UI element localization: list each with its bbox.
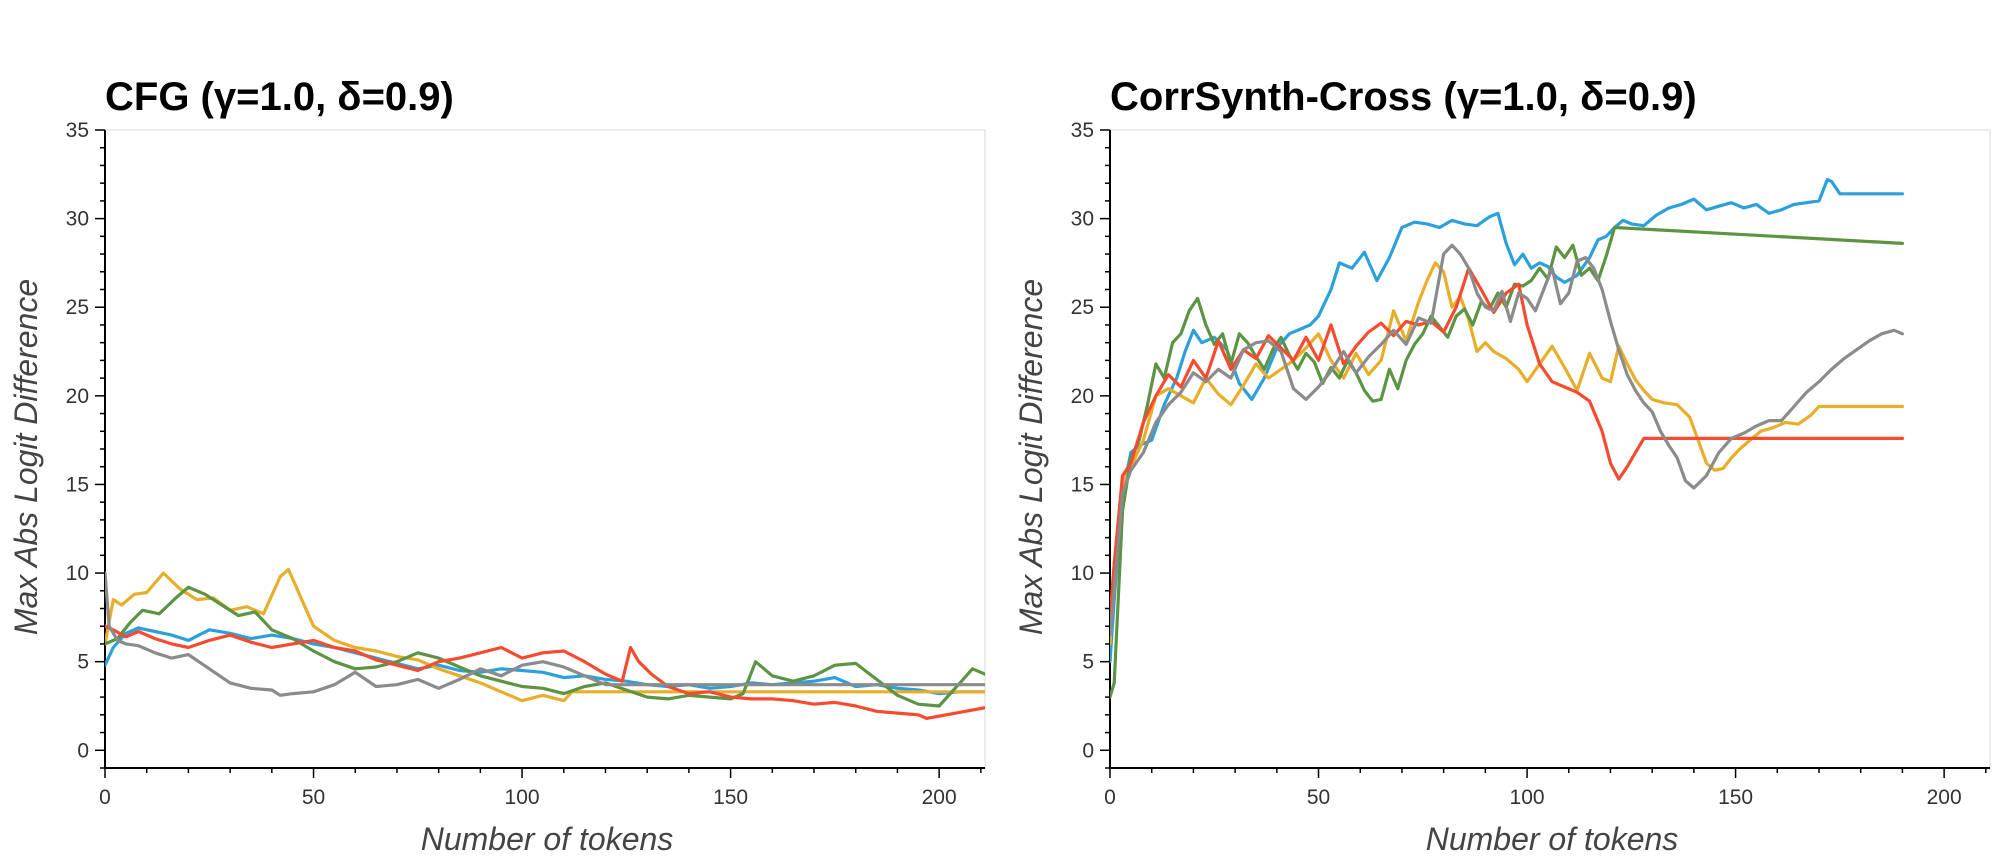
y-tick-label: 25 (66, 296, 89, 319)
y-axis-label: Max Abs Logit Difference (8, 279, 44, 635)
series-line-red (1110, 266, 1905, 620)
y-tick-label: 15 (1071, 473, 1094, 496)
y-tick-label: 30 (1071, 208, 1094, 231)
series-group (1110, 178, 1905, 699)
x-tick-label: 50 (1307, 786, 1330, 809)
x-tick-label: 0 (1104, 786, 1116, 809)
series-line-green (105, 585, 985, 708)
y-tick-label: 10 (1071, 562, 1094, 585)
chart-title: CorrSynth-Cross (γ=1.0, δ=0.9) (1110, 75, 1697, 119)
series-line-orange (1110, 261, 1905, 646)
x-tick-label: 50 (302, 786, 325, 809)
series-line-red (105, 624, 985, 721)
plot-frame (1109, 129, 1991, 769)
x-axis-label: Number of tokens (421, 821, 674, 857)
y-tick-label: 5 (77, 651, 89, 674)
x-tick-label: 100 (1510, 786, 1545, 809)
series-line-orange (105, 567, 985, 703)
series-line-gray (1110, 243, 1905, 637)
x-axis-label: Number of tokens (1426, 821, 1679, 857)
y-tick-label: 0 (77, 739, 89, 762)
y-tick-label: 20 (66, 385, 89, 408)
x-tick-label: 200 (1927, 786, 1962, 809)
x-tick-label: 200 (922, 786, 957, 809)
series-line-blue (105, 626, 985, 696)
y-tick-label: 30 (66, 208, 89, 231)
chart-cfg: CFG (γ=1.0, δ=0.9) 0 5 10 15 20 25 30 35 0 50 100 15… (8, 75, 986, 857)
series-group (105, 567, 985, 721)
y-tick-label: 20 (1071, 385, 1094, 408)
x-tick-label: 100 (505, 786, 540, 809)
x-tick-label: 150 (1718, 786, 1753, 809)
y-tick-label: 35 (1071, 119, 1094, 142)
series-line-green (1110, 225, 1905, 699)
x-tick-label: 0 (99, 786, 111, 809)
chart-title: CFG (γ=1.0, δ=0.9) (105, 75, 454, 119)
y-tick-label: 0 (1082, 739, 1094, 762)
y-tick-label: 5 (1082, 651, 1094, 674)
y-tick-label: 25 (1071, 296, 1094, 319)
y-tick-label: 15 (66, 473, 89, 496)
y-tick-label: 35 (66, 119, 89, 142)
x-tick-label: 150 (713, 786, 748, 809)
y-axis-label: Max Abs Logit Difference (1013, 279, 1049, 635)
series-line-gray (105, 571, 985, 697)
chart-corrsynth-cross: CorrSynth-Cross (γ=1.0, δ=0.9) 0 5 10 15 20 25… (1013, 75, 1991, 857)
y-tick-label: 10 (66, 562, 89, 585)
